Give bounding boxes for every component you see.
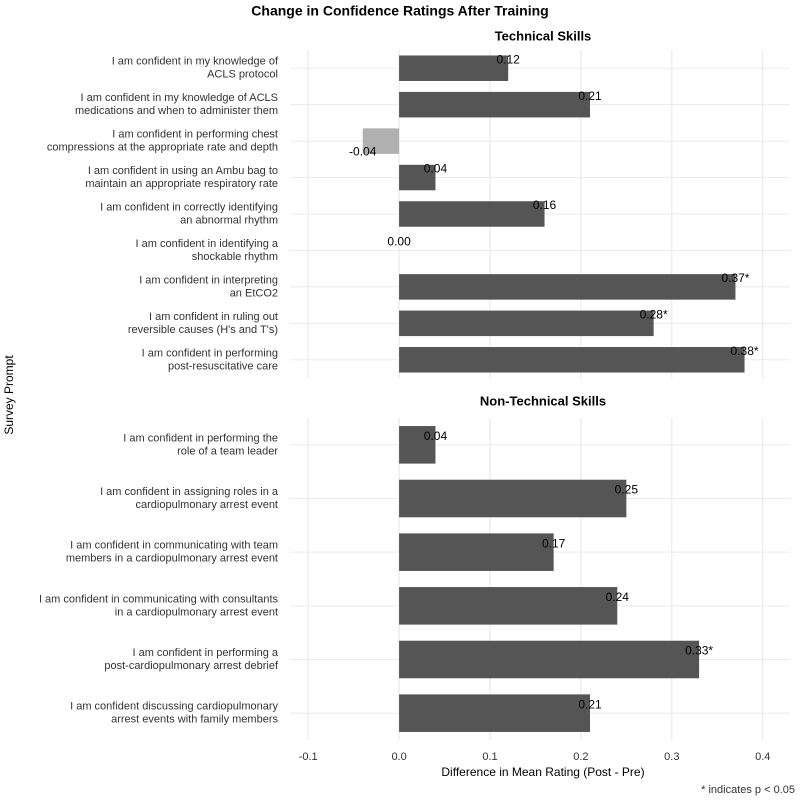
x-tick-label: 0.3 — [664, 751, 679, 763]
bar — [362, 128, 400, 154]
bar — [399, 201, 545, 227]
facet-title: Non-Technical Skills — [480, 393, 606, 408]
x-axis-label: Difference in Mean Rating (Post - Pre) — [441, 765, 644, 779]
y-tick-label: I am confident in performing a post-cardi… — [104, 647, 279, 672]
x-tick-label: 0.0 — [391, 751, 406, 763]
facet-title: Technical Skills — [495, 28, 592, 43]
bar — [399, 274, 736, 300]
y-tick-label: I am confident in using an Ambu bag to ma… — [85, 165, 278, 190]
value-label: 0.28* — [640, 308, 668, 322]
value-label: 0.00 — [387, 235, 411, 249]
caption: * indicates p < 0.05 — [701, 784, 795, 796]
value-label: 0.04 — [424, 162, 448, 176]
y-tick-label: I am confident in performing chest compre… — [47, 129, 278, 154]
x-tick-label: 0.2 — [573, 751, 588, 763]
y-tick-label: I am confident in performing post-resusci… — [142, 347, 278, 372]
bar — [399, 426, 436, 464]
bar — [399, 587, 618, 625]
y-tick-label: I am confident in interpreting an EtCO2 — [139, 274, 278, 299]
value-label: 0.33* — [685, 644, 713, 658]
x-tick-label: 0.1 — [482, 751, 497, 763]
value-label: 0.21 — [578, 697, 602, 711]
value-label: 0.12 — [497, 52, 521, 66]
y-tick-label: I am confident in communicating with tea… — [66, 540, 278, 565]
value-label: 0.37* — [721, 271, 749, 285]
bar — [399, 479, 627, 518]
bar — [399, 694, 590, 732]
value-label: 0.24 — [606, 590, 630, 604]
bar — [399, 533, 554, 571]
y-tick-label: I am confident in performing the role of … — [123, 432, 278, 457]
bar — [399, 310, 654, 337]
bar — [399, 640, 700, 679]
y-tick-label: I am confident in communicating with con… — [39, 593, 279, 618]
y-tick-label: I am confident in my knowledge of ACLS pr… — [112, 56, 279, 81]
y-tick-label: I am confident in identifying a shockable… — [136, 238, 279, 263]
y-tick-label: I am confident in my knowledge of ACLS me… — [75, 92, 278, 117]
bar — [399, 91, 590, 118]
bar — [399, 55, 509, 81]
value-label: 0.38* — [731, 344, 759, 358]
y-tick-label: I am confident in ruling out reversible c… — [128, 311, 278, 336]
value-label: -0.04 — [349, 144, 377, 158]
chart-title: Change in Confidence Ratings After Train… — [251, 3, 548, 19]
value-label: 0.04 — [424, 429, 448, 443]
bar — [399, 347, 745, 373]
y-tick-label: I am confident discussing cardiopulmonar… — [70, 701, 278, 726]
value-label: 0.16 — [533, 198, 557, 212]
y-axis-label: Survey Prompt — [2, 355, 16, 435]
x-tick-label: -0.1 — [299, 751, 318, 763]
value-label: 0.25 — [615, 483, 639, 497]
y-tick-label: I am confident in assigning roles in a ca… — [100, 486, 279, 511]
value-label: 0.17 — [542, 536, 566, 550]
value-label: 0.21 — [578, 89, 602, 103]
bar — [399, 164, 436, 191]
y-tick-label: I am confident in correctly identifying a… — [100, 201, 278, 226]
x-tick-label: 0.4 — [755, 751, 770, 763]
